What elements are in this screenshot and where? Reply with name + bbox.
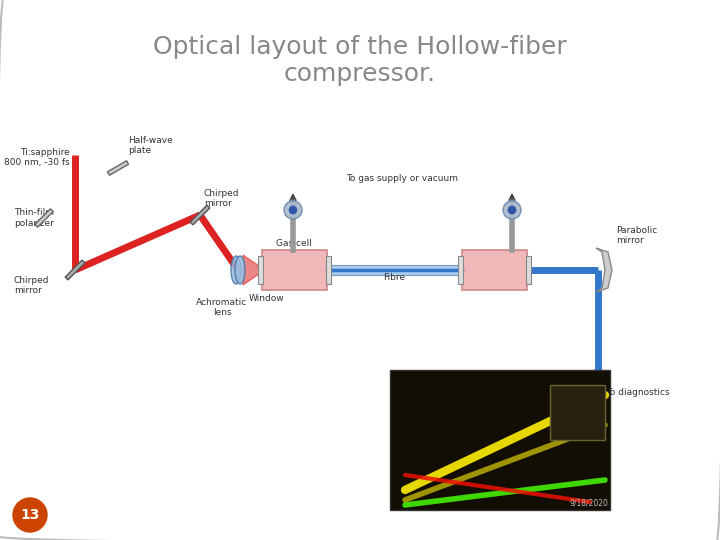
Text: 9/18/2020: 9/18/2020 [569,498,608,507]
Text: Window: Window [249,294,285,303]
Polygon shape [596,248,612,292]
Ellipse shape [508,206,516,214]
Ellipse shape [289,206,297,214]
Polygon shape [190,205,210,225]
FancyBboxPatch shape [550,385,605,440]
Polygon shape [35,209,53,227]
FancyBboxPatch shape [390,370,610,510]
Text: Chirped
mirror: Chirped mirror [14,276,50,295]
Ellipse shape [231,256,241,284]
Text: Thin-film
polarizer: Thin-film polarizer [14,208,54,228]
Text: Ti:sapphire
800 nm, -30 fs: Ti:sapphire 800 nm, -30 fs [4,148,70,167]
FancyBboxPatch shape [258,256,263,284]
FancyBboxPatch shape [327,265,462,275]
Circle shape [13,498,47,532]
Text: Optical layout of the Hollow-fiber: Optical layout of the Hollow-fiber [153,35,567,59]
Text: Parabolic
mirror: Parabolic mirror [616,226,657,245]
Text: To gas supply or vacuum: To gas supply or vacuum [346,174,458,183]
Text: Gas cell: Gas cell [276,239,312,248]
Text: To diagnostics: To diagnostics [606,388,670,397]
Text: Fibre: Fibre [383,273,405,282]
Ellipse shape [235,256,245,284]
FancyBboxPatch shape [326,256,331,284]
Text: compressor.: compressor. [284,62,436,86]
FancyBboxPatch shape [262,250,327,290]
Ellipse shape [503,201,521,219]
Text: 13: 13 [20,508,40,522]
Polygon shape [65,260,85,280]
Text: Chirped
mirror: Chirped mirror [204,188,240,208]
Polygon shape [243,255,262,285]
Polygon shape [107,161,129,176]
Ellipse shape [284,201,302,219]
FancyBboxPatch shape [526,256,531,284]
FancyBboxPatch shape [462,250,527,290]
FancyBboxPatch shape [458,256,463,284]
Text: Half-wave
plate: Half-wave plate [128,136,173,155]
Text: Achromatic
lens: Achromatic lens [197,298,248,318]
